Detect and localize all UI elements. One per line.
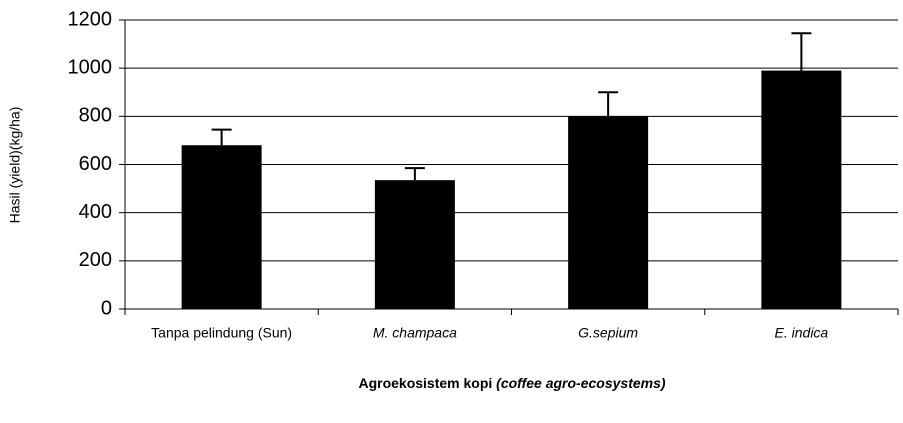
error-bar	[791, 32, 812, 71]
y-tick-label: 1200	[68, 8, 113, 30]
error-bar	[211, 128, 232, 146]
x-tick-label: M. champaca	[373, 325, 457, 341]
x-tick-label: Tanpa pelindung (Sun)	[151, 325, 292, 341]
y-tick-label: 600	[79, 153, 112, 175]
x-tick-label: G.sepium	[578, 325, 638, 341]
y-tick-label: 0	[101, 297, 112, 319]
y-tick-label: 200	[79, 249, 112, 271]
error-bar	[598, 91, 619, 117]
bar	[374, 180, 455, 309]
error-bar	[404, 167, 425, 181]
bar	[181, 145, 262, 309]
y-axis-label: Hasil (yield)(kg/ha)	[7, 107, 23, 224]
x-axis-label-note: (coffee agro-ecosystems)	[496, 375, 666, 391]
y-tick-label: 1000	[68, 56, 113, 78]
y-tick-label: 800	[79, 105, 112, 127]
bar	[568, 116, 649, 309]
x-axis-label-main: Agroekosistem kopi	[358, 375, 492, 391]
x-axis-label: Agroekosistem kopi (coffee agro-ecosyste…	[358, 375, 665, 391]
x-tick-label: E. indica	[775, 325, 829, 341]
bar	[761, 70, 842, 309]
y-tick-label: 400	[79, 201, 112, 223]
